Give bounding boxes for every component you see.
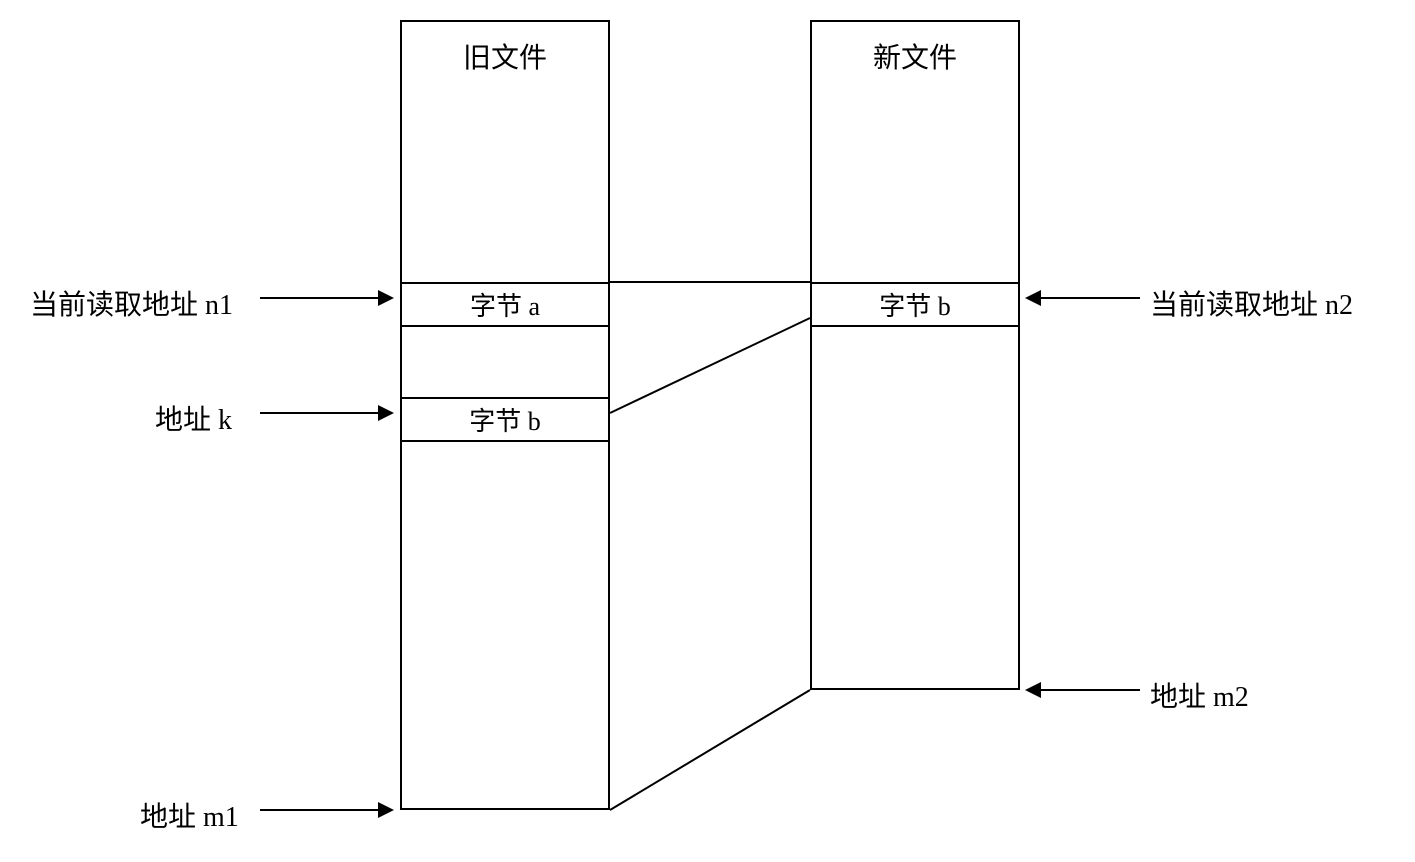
connector-diag: [610, 318, 810, 413]
label-address-m2: 地址 m2: [1150, 675, 1249, 715]
arrow-k-head: [378, 405, 394, 421]
new-file-block: 新文件 字节 b: [810, 20, 1020, 690]
arrow-k-line: [260, 412, 380, 414]
new-file-header: 新文件: [812, 22, 1018, 90]
old-file-byte-a: 字节 a: [402, 282, 608, 327]
arrow-m1-head: [378, 802, 394, 818]
arrow-n2-line: [1040, 297, 1140, 299]
old-file-byte-b: 字节 b: [402, 397, 608, 442]
arrow-n1-head: [378, 290, 394, 306]
file-comparison-diagram: 旧文件 字节 a 字节 b 新文件 字节 b 当前读取地址 n1 地址 k 地址…: [0, 0, 1415, 862]
arrow-n1-line: [260, 297, 380, 299]
old-file-block: 旧文件 字节 a 字节 b: [400, 20, 610, 810]
arrow-m1-line: [260, 809, 380, 811]
new-file-byte-b: 字节 b: [812, 282, 1018, 327]
old-file-header: 旧文件: [402, 22, 608, 90]
arrow-m2-line: [1040, 689, 1140, 691]
arrow-m2-head: [1025, 682, 1041, 698]
byte-b-label-old: 字节 b: [469, 407, 541, 436]
label-address-m1: 地址 m1: [140, 795, 239, 835]
byte-a-label: 字节 a: [470, 292, 540, 321]
arrow-n2-head: [1025, 290, 1041, 306]
label-current-read-n2: 当前读取地址 n2: [1150, 283, 1353, 323]
connector-bottom: [610, 690, 810, 810]
label-address-k: 地址 k: [155, 398, 232, 438]
label-current-read-n1: 当前读取地址 n1: [30, 283, 233, 323]
byte-b-label-new: 字节 b: [879, 292, 951, 321]
